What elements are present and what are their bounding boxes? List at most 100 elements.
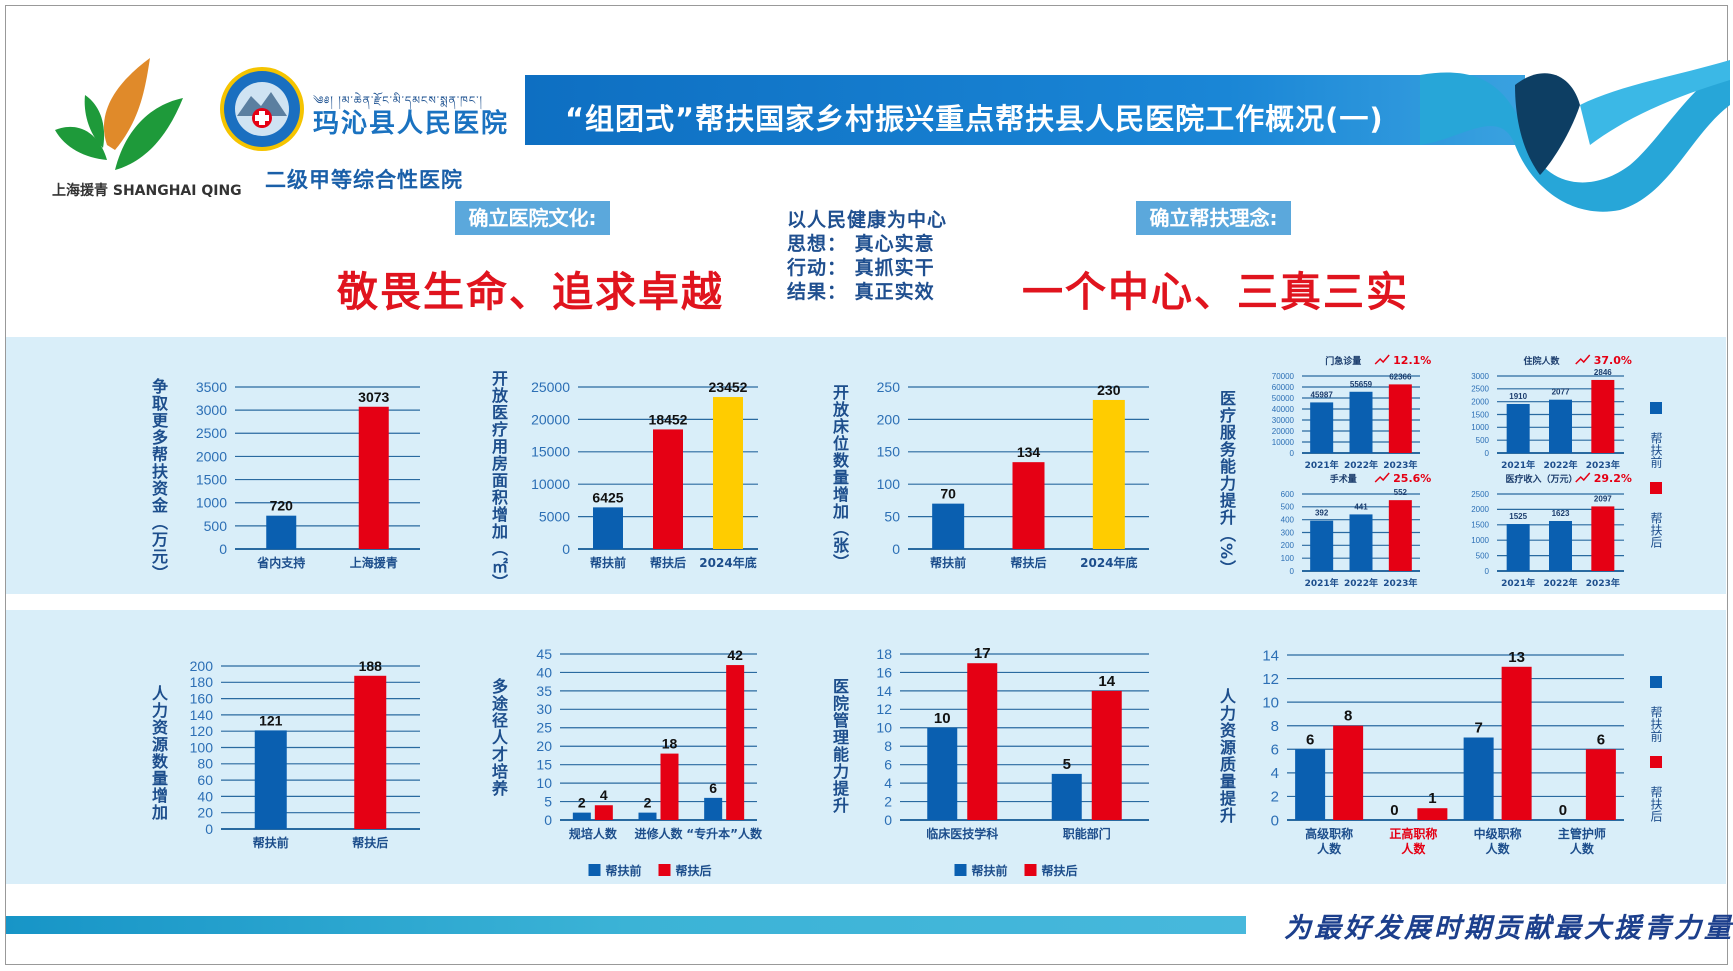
y-tick-label: 12 — [876, 701, 892, 717]
value-label: 392 — [1315, 509, 1329, 518]
talent-ylabel: 多途径人才培养 — [489, 678, 508, 797]
bar — [594, 805, 613, 820]
y-tick-label: 25000 — [531, 379, 570, 395]
principle-line: 以人民健康为中心 — [787, 209, 948, 231]
category-label: 主管护师 — [1558, 826, 1606, 841]
legend-swatch — [658, 864, 671, 876]
y-tick-label: 500 — [1476, 551, 1490, 560]
y-tick-label: 2500 — [1471, 490, 1489, 499]
category-label: 帮扶前 — [930, 555, 966, 570]
value-label: 1623 — [1552, 509, 1570, 518]
y-tick-label: 400 — [1281, 515, 1295, 524]
bar — [713, 397, 743, 549]
y-tick-label: 25 — [536, 720, 552, 736]
y-tick-label: 14 — [876, 683, 892, 699]
category-label: 人数 — [1486, 841, 1511, 856]
y-tick-label: 5000 — [539, 509, 570, 525]
legend-swatch — [1650, 756, 1662, 768]
page-title: “组团式”帮扶国家乡村振兴重点帮扶县人民医院工作概况(一) — [565, 102, 1384, 136]
category-label: 2021年 — [1501, 577, 1535, 589]
value-label: 5 — [1063, 756, 1071, 773]
bar — [1092, 399, 1125, 549]
value-label: 441 — [1354, 502, 1368, 511]
category-label: 2023年 — [1586, 459, 1620, 471]
category-label: 帮扶前 — [590, 555, 626, 570]
value-label: 18 — [662, 736, 678, 752]
culture-principles: 以人民健康为中心 思想： 真心实意 行动： 真抓实干 结果： 真正实效 — [787, 208, 947, 304]
y-tick-label: 40 — [536, 664, 552, 680]
culture-slogan: 敬畏生命、追求卓越 — [337, 268, 724, 316]
footer-bar — [6, 916, 1246, 934]
y-tick-label: 40 — [197, 788, 213, 804]
y-tick-label: 1500 — [1471, 410, 1489, 419]
outpatient-chart: 0 10000 20000 30000 40000 50000 60000 70000 4598… — [1272, 354, 1432, 471]
category-label: 帮扶后 — [1010, 555, 1046, 570]
y-tick-label: 0 — [1271, 812, 1279, 829]
legend-swatch — [1650, 402, 1662, 414]
page-frame — [5, 5, 1728, 965]
value-label: 14 — [1098, 673, 1115, 690]
beds-ylabel: 开放床位数量增加（张） — [830, 384, 849, 571]
y-tick-label: 0 — [219, 541, 227, 557]
y-tick-label: 10 — [1262, 694, 1279, 711]
y-tick-label: 1000 — [1471, 423, 1489, 432]
growth-rate: 29.2% — [1594, 472, 1632, 485]
y-tick-label: 120 — [190, 723, 214, 739]
y-tick-label: 20000 — [531, 411, 570, 427]
category-label: 人数 — [1317, 841, 1342, 856]
y-tick-label: 10000 — [1272, 438, 1295, 447]
y-tick-label: 2000 — [196, 448, 227, 464]
bar — [1549, 521, 1572, 571]
value-label: 23452 — [709, 379, 748, 395]
value-label: 10 — [934, 710, 951, 727]
philosophy-tag: 确立帮扶理念: — [1136, 201, 1291, 235]
y-tick-label: 14 — [1262, 647, 1279, 664]
bar — [653, 429, 683, 549]
y-tick-label: 50000 — [1272, 394, 1295, 403]
category-label: 进修人数 — [634, 826, 683, 841]
y-tick-label: 8 — [1271, 718, 1279, 735]
mini-chart-title: 手术量 — [1330, 473, 1357, 485]
surgery-chart: 0 100 200 300 400 500 600 392 2021年 441 2022年 552 20… — [1281, 472, 1432, 589]
trend-up-icon — [1575, 354, 1591, 365]
growth-rate: 25.6% — [1393, 472, 1431, 485]
category-label: 省内支持 — [256, 555, 305, 570]
value-label: 17 — [974, 645, 991, 662]
y-tick-label: 45 — [536, 646, 552, 662]
hr-quality-ylabel: 人力资源质量提升 — [1217, 688, 1236, 824]
category-label: 职能部门 — [1063, 826, 1111, 841]
category-label: “专升本”人数 — [686, 826, 763, 841]
y-tick-label: 30000 — [1272, 416, 1295, 425]
value-label: 2097 — [1594, 494, 1612, 503]
category-label: 2021年 — [1501, 459, 1535, 471]
bar — [266, 515, 297, 549]
category-label: 2023年 — [1586, 577, 1620, 589]
area-ylabel: 开放医疗用房面积增加（㎡） — [489, 370, 508, 591]
category-label: 帮扶前 — [253, 835, 289, 850]
legend-swatch — [588, 864, 601, 876]
category-label: 规培人数 — [569, 826, 618, 841]
bar — [1591, 506, 1615, 571]
value-label: 6 — [1597, 731, 1605, 748]
bar — [726, 665, 745, 820]
growth-rate: 37.0% — [1594, 354, 1632, 367]
bar — [1012, 462, 1045, 549]
y-tick-label: 0 — [892, 541, 900, 557]
bar — [1591, 379, 1615, 453]
funds-ylabel: 争取更多帮扶资金（万元） — [149, 378, 168, 582]
legend-label: 帮扶后 — [1649, 512, 1663, 548]
value-label: 1910 — [1509, 392, 1527, 401]
value-label: 6 — [1306, 731, 1314, 748]
y-tick-label: 250 — [877, 379, 901, 395]
category-label: 上海援青 — [350, 555, 398, 570]
bar — [1506, 524, 1530, 571]
legend-label: 帮扶后 — [1649, 786, 1663, 822]
legend-label: 帮扶后 — [1042, 863, 1078, 878]
y-tick-label: 30 — [536, 701, 552, 717]
y-tick-label: 2 — [884, 793, 892, 809]
bar — [1295, 749, 1326, 820]
hr-quantity-ylabel: 人力资源数量增加 — [149, 685, 168, 821]
